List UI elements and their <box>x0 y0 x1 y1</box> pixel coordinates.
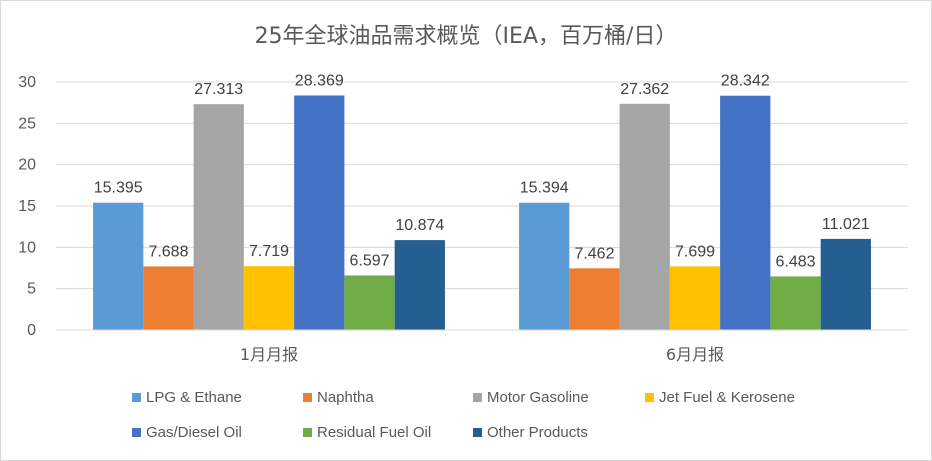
legend-swatch <box>473 428 482 437</box>
bar <box>619 103 670 330</box>
y-tick-label: 0 <box>27 322 36 339</box>
bar <box>720 95 771 330</box>
legend-label: Residual Fuel Oil <box>317 424 431 441</box>
y-tick-label: 20 <box>18 157 36 174</box>
y-axis-ticks: 0 5 10 15 20 25 30 <box>18 74 36 339</box>
legend: LPG & Ethane Naphtha Motor Gasoline Jet Fue… <box>132 389 795 441</box>
bar <box>344 275 395 330</box>
legend-swatch <box>132 428 141 437</box>
data-label: 28.342 <box>721 73 770 90</box>
y-tick-label: 10 <box>18 239 36 256</box>
bar <box>93 202 144 330</box>
chart-title: 25年全球油品需求概览（IEA，百万桶/日） <box>255 24 678 49</box>
data-label: 15.394 <box>520 180 569 197</box>
bar <box>820 238 871 330</box>
y-tick-label: 15 <box>18 198 36 215</box>
data-label: 27.313 <box>194 81 243 98</box>
data-label: 27.362 <box>620 81 669 98</box>
data-label: 11.021 <box>822 216 870 233</box>
data-labels: 15.395 7.688 27.313 7.719 28.369 6.597 10.874 1… <box>94 72 870 270</box>
y-tick-label: 5 <box>27 281 36 298</box>
bar <box>294 95 345 330</box>
data-label: 7.699 <box>675 243 715 260</box>
bar <box>569 268 620 330</box>
bar <box>143 266 194 330</box>
bar <box>770 276 821 330</box>
bar <box>394 240 445 330</box>
legend-label: Gas/Diesel Oil <box>146 424 242 441</box>
bar <box>243 266 295 330</box>
legend-label: Naphtha <box>317 389 374 406</box>
y-tick-label: 25 <box>18 115 36 132</box>
x-axis: 1月月报 6月月报 <box>56 329 908 364</box>
data-label: 7.688 <box>148 243 188 260</box>
bar <box>669 266 721 330</box>
x-category-label: 6月月报 <box>666 345 724 364</box>
legend-label: LPG & Ethane <box>146 389 242 406</box>
legend-label: Motor Gasoline <box>487 389 589 406</box>
x-category-label: 1月月报 <box>240 345 298 364</box>
bar <box>193 104 244 331</box>
legend-swatch <box>473 393 482 402</box>
legend-label: Other Products <box>487 424 588 441</box>
data-label: 6.483 <box>776 253 816 270</box>
y-tick-label: 30 <box>18 74 36 91</box>
data-label: 6.597 <box>350 252 390 269</box>
legend-swatch <box>303 428 312 437</box>
legend-swatch <box>645 393 654 402</box>
legend-label: Jet Fuel & Kerosene <box>659 389 795 406</box>
bars <box>93 95 871 331</box>
bar <box>519 202 570 330</box>
data-label: 28.369 <box>295 72 344 89</box>
data-label: 7.719 <box>249 243 289 260</box>
legend-swatch <box>303 393 312 402</box>
data-label: 15.395 <box>94 180 143 197</box>
legend-swatch <box>132 393 141 402</box>
data-label: 7.462 <box>574 245 614 262</box>
data-label: 10.874 <box>395 217 444 234</box>
